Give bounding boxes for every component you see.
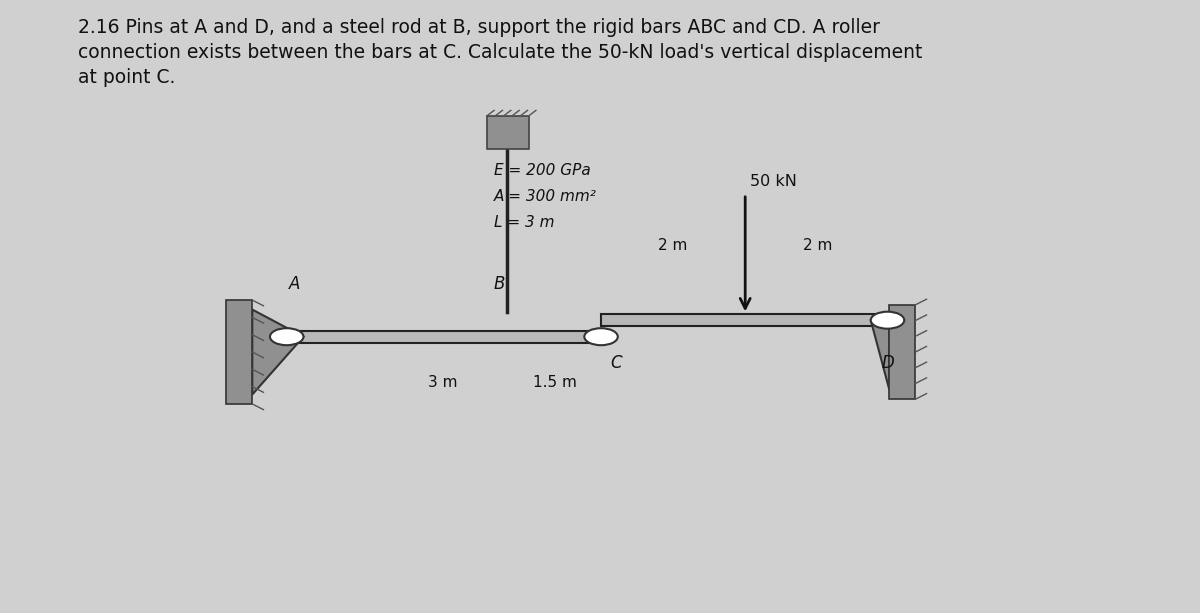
Text: D: D xyxy=(881,354,894,373)
Text: 3 m: 3 m xyxy=(428,375,457,390)
Circle shape xyxy=(871,311,905,329)
Text: B: B xyxy=(493,275,504,293)
Text: 2.16 Pins at A and D, and a steel rod at B, support the rigid bars ABC and CD. A: 2.16 Pins at A and D, and a steel rod at… xyxy=(78,18,923,88)
Text: 50 kN: 50 kN xyxy=(750,174,797,189)
Circle shape xyxy=(584,328,618,345)
Text: 1.5 m: 1.5 m xyxy=(533,375,576,390)
Polygon shape xyxy=(252,310,304,395)
Text: L = 3 m: L = 3 m xyxy=(494,215,554,230)
Text: A: A xyxy=(288,275,300,293)
Bar xyxy=(601,314,889,326)
Bar xyxy=(284,331,601,343)
Text: 2 m: 2 m xyxy=(803,238,833,253)
Polygon shape xyxy=(871,314,889,390)
Text: E = 200 GPa: E = 200 GPa xyxy=(494,163,590,178)
Bar xyxy=(227,300,252,404)
Text: 2 m: 2 m xyxy=(658,238,688,253)
Bar xyxy=(487,116,528,149)
Bar xyxy=(889,305,916,399)
Text: C: C xyxy=(611,354,622,373)
Text: A = 300 mm²: A = 300 mm² xyxy=(494,189,596,204)
Circle shape xyxy=(270,328,304,345)
